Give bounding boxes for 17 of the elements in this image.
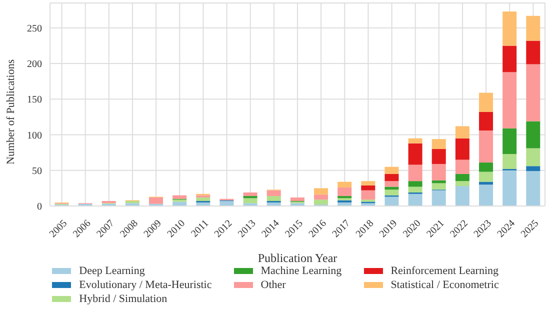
y-tick-label: 50 [32,166,42,177]
y-tick-label: 100 [27,130,42,142]
legend-label: Deep Learning [79,264,145,276]
x-tick-label: 2021 [424,218,447,240]
legend-label: Statistical / Econometric [390,278,499,290]
y-tick-label: 0 [37,202,42,213]
legend-label: Other [260,278,286,290]
y-tick-label: 150 [27,94,42,106]
y-tick-label: 200 [27,59,42,70]
x-tick-label: 2011 [189,218,211,240]
legend-label: Hybrid / Simulation [79,292,168,304]
legend-label: Reinforcement Learning [390,264,499,276]
legend-label: Machine Learning [260,264,342,276]
y-axis-title: Number of Publications [4,59,17,164]
legend-label: Evolutionary / Meta-Heuristic [79,278,212,290]
y-tick-label: 250 [27,23,42,34]
x-axis-title: Publication Year [258,251,338,265]
